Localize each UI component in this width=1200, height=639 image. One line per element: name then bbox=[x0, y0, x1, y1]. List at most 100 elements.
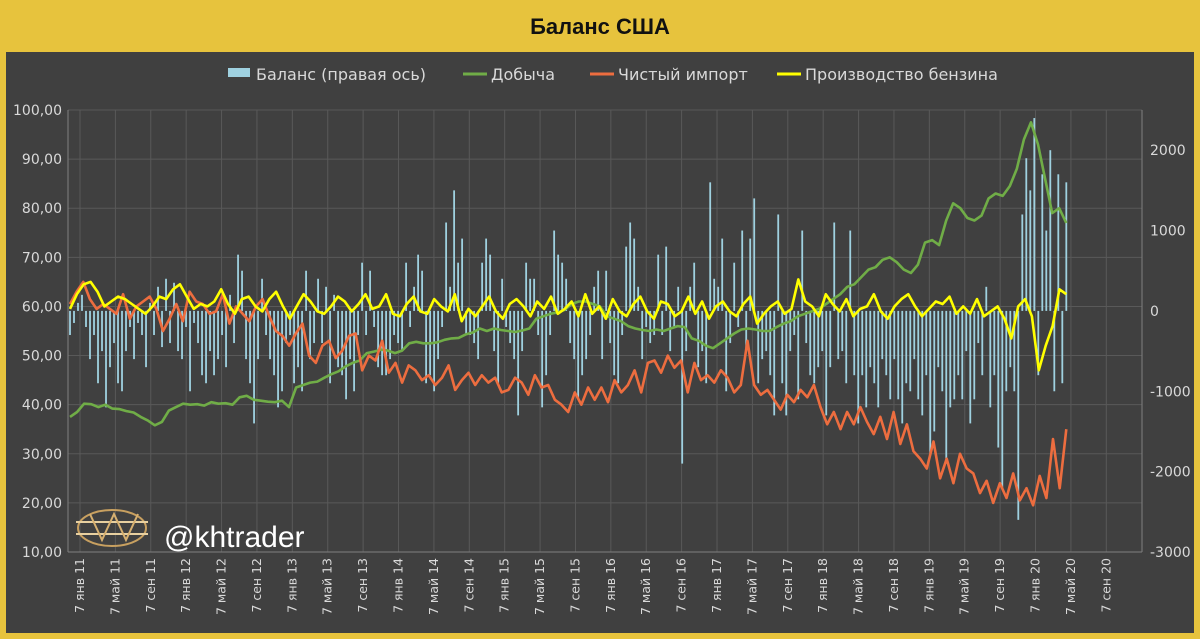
balance-bar bbox=[169, 310, 171, 344]
balance-bar bbox=[569, 310, 572, 344]
balance-bar bbox=[73, 310, 75, 323]
x-tick-label: 7 май 19 bbox=[957, 558, 972, 615]
balance-bars bbox=[69, 118, 1068, 520]
balance-bar bbox=[673, 310, 676, 327]
balance-bar bbox=[185, 310, 187, 327]
balance-bar bbox=[861, 310, 864, 376]
x-tick-label: 7 сен 13 bbox=[355, 558, 370, 613]
balance-bar bbox=[577, 310, 580, 400]
balance-bar bbox=[693, 262, 696, 311]
balance-bar bbox=[1041, 174, 1044, 311]
balance-bar bbox=[973, 310, 976, 400]
balance-bar bbox=[249, 310, 251, 384]
balance-bar bbox=[813, 310, 816, 384]
balance-bar bbox=[957, 310, 960, 376]
balance-bar bbox=[601, 310, 604, 360]
balance-bar bbox=[993, 310, 996, 376]
left-tick-label: 10,00 bbox=[22, 545, 62, 561]
balance-bar bbox=[97, 310, 99, 384]
balance-bar bbox=[165, 278, 167, 311]
balance-bar bbox=[985, 286, 988, 311]
balance-bar bbox=[277, 310, 279, 408]
balance-bar bbox=[645, 310, 648, 327]
balance-bar bbox=[717, 286, 720, 311]
balance-bar bbox=[285, 310, 287, 344]
balance-bar bbox=[953, 310, 956, 400]
balance-bar bbox=[965, 310, 968, 352]
balance-bar bbox=[453, 190, 456, 311]
balance-bar bbox=[901, 310, 904, 424]
balance-bar bbox=[93, 310, 95, 336]
x-tick-label: 7 янв 20 bbox=[1028, 558, 1043, 613]
balance-bar bbox=[497, 310, 500, 384]
left-tick-label: 70,00 bbox=[22, 250, 62, 266]
chart-title: Баланс США bbox=[530, 14, 670, 39]
balance-bar bbox=[793, 310, 796, 336]
right-tick-label: 2000 bbox=[1150, 143, 1186, 159]
balance-bar bbox=[805, 310, 808, 344]
balance-bar bbox=[245, 310, 247, 360]
balance-bar bbox=[505, 310, 508, 327]
balance-bar bbox=[897, 310, 900, 400]
balance-bar bbox=[173, 282, 175, 311]
balance-bar bbox=[373, 310, 375, 327]
right-tick-label: -2000 bbox=[1150, 465, 1191, 481]
balance-bar bbox=[441, 310, 444, 327]
balance-bar bbox=[77, 302, 79, 311]
balance-bar bbox=[625, 246, 628, 311]
balance-bar bbox=[1025, 158, 1028, 311]
x-tick-label: 7 янв 13 bbox=[284, 558, 299, 613]
balance-bar bbox=[733, 262, 736, 311]
balance-bar bbox=[89, 310, 91, 360]
balance-bar bbox=[221, 310, 223, 336]
balance-bar bbox=[541, 310, 544, 408]
x-tick-label: 7 янв 15 bbox=[497, 558, 512, 613]
balance-bar bbox=[389, 310, 391, 360]
balance-bar bbox=[305, 270, 307, 311]
balance-bar bbox=[697, 310, 700, 368]
balance-bar bbox=[761, 310, 764, 360]
balance-bar bbox=[177, 310, 179, 352]
balance-bar bbox=[781, 310, 784, 384]
left-tick-label: 40,00 bbox=[22, 398, 62, 414]
balance-bar bbox=[757, 310, 760, 384]
balance-bar bbox=[997, 310, 1000, 448]
balance-bar bbox=[773, 310, 776, 416]
left-axis: 10,00 20,00 30,00 40,00 50,00 60,00 70,00 80,00… bbox=[13, 103, 62, 561]
x-tick-label: 7 май 12 bbox=[214, 558, 229, 615]
x-tick-label: 7 сен 12 bbox=[249, 558, 264, 613]
balance-bar bbox=[469, 310, 472, 336]
balance-bar bbox=[913, 310, 916, 360]
balance-bar bbox=[149, 302, 151, 311]
balance-bar bbox=[633, 238, 636, 311]
x-tick-label: 7 янв 19 bbox=[921, 558, 936, 613]
grid bbox=[67, 109, 1143, 553]
balance-bar bbox=[325, 286, 327, 311]
balance-bar bbox=[661, 310, 664, 336]
balance-bar bbox=[721, 238, 724, 311]
balance-bar bbox=[981, 310, 984, 376]
balance-bar bbox=[797, 310, 800, 400]
balance-bar bbox=[785, 310, 788, 416]
balance-bar bbox=[197, 310, 199, 344]
balance-bar bbox=[261, 278, 263, 311]
balance-bar bbox=[1021, 214, 1024, 311]
right-tick-label: -3000 bbox=[1150, 545, 1191, 561]
balance-bar bbox=[857, 310, 860, 424]
balance-bar bbox=[457, 262, 460, 311]
balance-bar bbox=[573, 310, 576, 360]
balance-bar bbox=[501, 278, 504, 311]
balance-bar bbox=[585, 310, 588, 360]
balance-bar bbox=[617, 310, 620, 384]
watermark: @khtrader bbox=[76, 509, 305, 554]
balance-bar bbox=[357, 310, 359, 336]
balance-bar bbox=[205, 310, 207, 384]
balance-bar bbox=[117, 310, 119, 384]
balance-bar bbox=[393, 310, 395, 336]
balance-bar bbox=[213, 310, 215, 376]
balance-bar bbox=[437, 310, 440, 360]
balance-bar bbox=[337, 310, 339, 368]
balance-bar bbox=[1053, 310, 1056, 392]
balance-bar bbox=[801, 230, 804, 311]
balance-bar bbox=[237, 254, 239, 311]
